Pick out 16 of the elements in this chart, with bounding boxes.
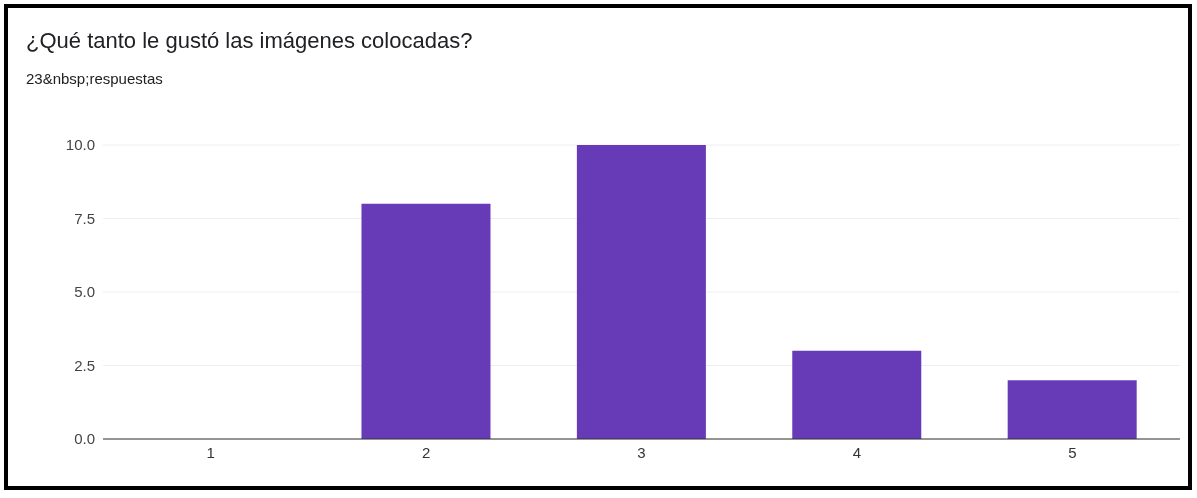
x-tick-label: 1 [206, 443, 215, 461]
y-tick-label: 7.5 [74, 209, 95, 227]
chart-title: ¿Qué tanto le gustó las imágenes colocadas? [26, 28, 473, 54]
bar [792, 350, 922, 439]
chart-subtitle: 23&nbsp;respuestas [26, 70, 163, 87]
y-tick-label: 5.0 [74, 283, 95, 301]
y-tick-label: 0.0 [74, 430, 95, 448]
x-tick-label: 3 [637, 443, 646, 461]
y-tick-label: 2.5 [74, 356, 95, 374]
bar [576, 145, 706, 439]
y-tick-label: 10.0 [65, 136, 95, 154]
x-tick-label: 5 [1068, 443, 1077, 461]
bar [1007, 380, 1137, 439]
bar [361, 203, 491, 439]
x-tick-label: 4 [852, 443, 862, 461]
x-tick-label: 2 [421, 443, 431, 461]
